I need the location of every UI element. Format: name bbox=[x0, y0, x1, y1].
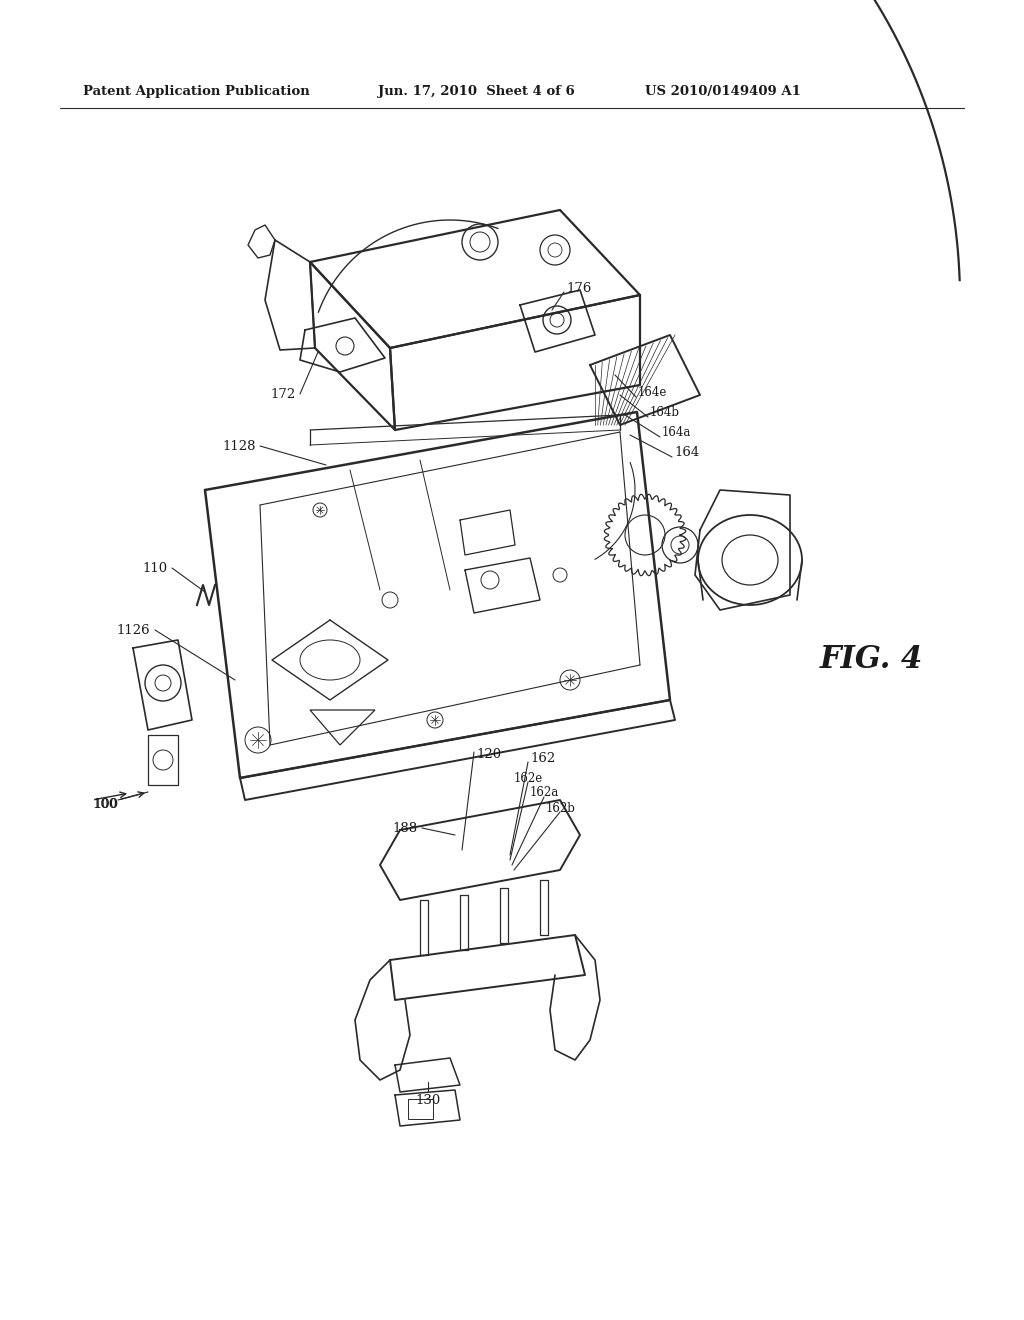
Text: 1126: 1126 bbox=[117, 623, 150, 636]
Text: 164: 164 bbox=[674, 446, 699, 459]
Text: Jun. 17, 2010  Sheet 4 of 6: Jun. 17, 2010 Sheet 4 of 6 bbox=[378, 86, 574, 99]
Text: 100: 100 bbox=[92, 799, 117, 812]
Bar bbox=[148, 735, 178, 785]
Text: 188: 188 bbox=[393, 821, 418, 834]
Text: 172: 172 bbox=[270, 388, 296, 400]
Text: US 2010/0149409 A1: US 2010/0149409 A1 bbox=[645, 86, 801, 99]
Text: 110: 110 bbox=[143, 561, 168, 574]
Text: 164b: 164b bbox=[650, 407, 680, 420]
Text: 130: 130 bbox=[416, 1093, 440, 1106]
Bar bbox=[408, 1100, 433, 1119]
Text: 120: 120 bbox=[476, 748, 501, 762]
Text: 164e: 164e bbox=[638, 387, 668, 400]
Text: 162e: 162e bbox=[514, 771, 544, 784]
Text: 100: 100 bbox=[93, 797, 118, 810]
Text: 162b: 162b bbox=[546, 801, 575, 814]
Text: 176: 176 bbox=[566, 281, 592, 294]
Text: 164a: 164a bbox=[662, 426, 691, 440]
Text: 162: 162 bbox=[530, 751, 555, 764]
Text: FIG. 4: FIG. 4 bbox=[820, 644, 924, 676]
Text: 162a: 162a bbox=[530, 787, 559, 800]
Text: 1128: 1128 bbox=[222, 440, 256, 453]
Text: Patent Application Publication: Patent Application Publication bbox=[83, 86, 309, 99]
